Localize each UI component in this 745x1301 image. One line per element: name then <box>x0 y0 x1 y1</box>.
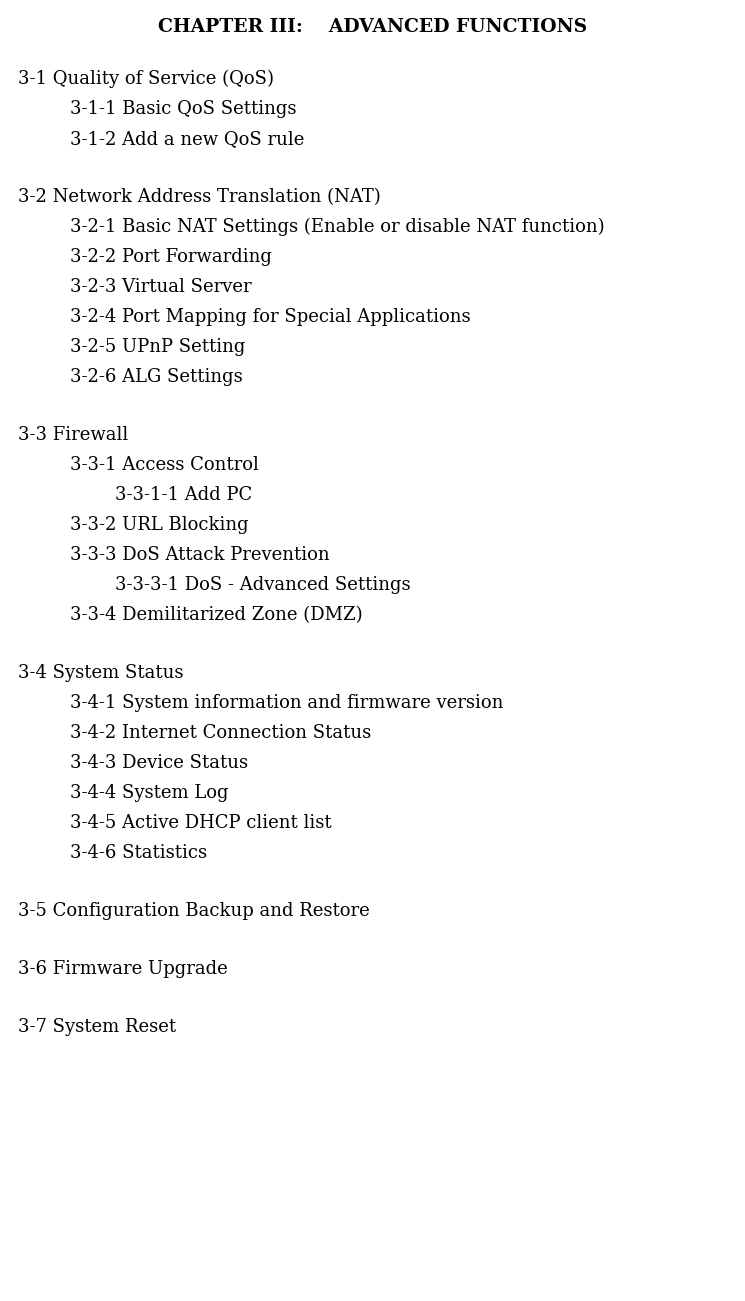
Text: 3-7 System Reset: 3-7 System Reset <box>18 1017 176 1036</box>
Text: CHAPTER III:    ADVANCED FUNCTIONS: CHAPTER III: ADVANCED FUNCTIONS <box>158 18 587 36</box>
Text: 3-4-5 Active DHCP client list: 3-4-5 Active DHCP client list <box>70 814 332 833</box>
Text: 3-4-6 Statistics: 3-4-6 Statistics <box>70 844 207 863</box>
Text: 3-3-3 DoS Attack Prevention: 3-3-3 DoS Attack Prevention <box>70 546 329 565</box>
Text: 3-1-1 Basic QoS Settings: 3-1-1 Basic QoS Settings <box>70 100 297 118</box>
Text: 3-3-1 Access Control: 3-3-1 Access Control <box>70 455 259 474</box>
Text: 3-4-2 Internet Connection Status: 3-4-2 Internet Connection Status <box>70 723 371 742</box>
Text: 3-4-3 Device Status: 3-4-3 Device Status <box>70 755 248 771</box>
Text: 3-3-3-1 DoS - Advanced Settings: 3-3-3-1 DoS - Advanced Settings <box>115 576 410 595</box>
Text: 3-2-6 ALG Settings: 3-2-6 ALG Settings <box>70 368 243 386</box>
Text: 3-5 Configuration Backup and Restore: 3-5 Configuration Backup and Restore <box>18 902 370 920</box>
Text: 3-3-1-1 Add PC: 3-3-1-1 Add PC <box>115 487 253 503</box>
Text: 3-2-1 Basic NAT Settings (Enable or disable NAT function): 3-2-1 Basic NAT Settings (Enable or disa… <box>70 219 605 237</box>
Text: 3-3-4 Demilitarized Zone (DMZ): 3-3-4 Demilitarized Zone (DMZ) <box>70 606 363 624</box>
Text: 3-4 System Status: 3-4 System Status <box>18 664 183 682</box>
Text: 3-2 Network Address Translation (NAT): 3-2 Network Address Translation (NAT) <box>18 189 381 206</box>
Text: 3-1 Quality of Service (QoS): 3-1 Quality of Service (QoS) <box>18 70 274 88</box>
Text: 3-2-3 Virtual Server: 3-2-3 Virtual Server <box>70 278 252 297</box>
Text: 3-2-5 UPnP Setting: 3-2-5 UPnP Setting <box>70 338 245 356</box>
Text: 3-2-4 Port Mapping for Special Applications: 3-2-4 Port Mapping for Special Applicati… <box>70 308 471 327</box>
Text: 3-6 Firmware Upgrade: 3-6 Firmware Upgrade <box>18 960 228 978</box>
Text: 3-4-4 System Log: 3-4-4 System Log <box>70 785 229 801</box>
Text: 3-4-1 System information and firmware version: 3-4-1 System information and firmware ve… <box>70 693 504 712</box>
Text: 3-1-2 Add a new QoS rule: 3-1-2 Add a new QoS rule <box>70 130 305 148</box>
Text: 3-3-2 URL Blocking: 3-3-2 URL Blocking <box>70 516 249 533</box>
Text: 3-2-2 Port Forwarding: 3-2-2 Port Forwarding <box>70 248 272 265</box>
Text: 3-3 Firewall: 3-3 Firewall <box>18 425 128 444</box>
